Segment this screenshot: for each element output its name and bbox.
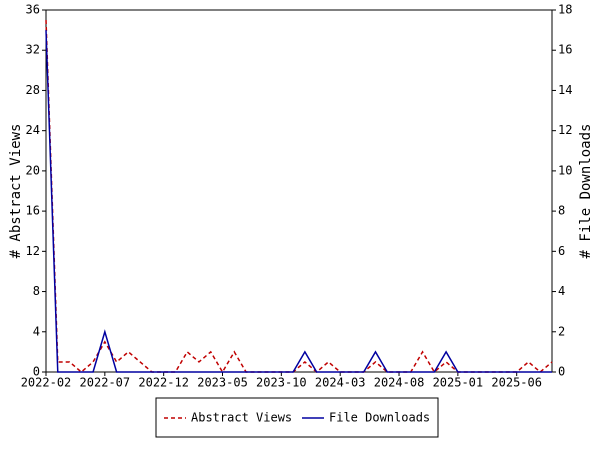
legend-box (155, 397, 439, 438)
series-line (45, 20, 553, 374)
legend-label: Abstract Views (191, 411, 292, 425)
y-tick-label: 0 (33, 365, 40, 379)
y-axis-label: # Abstract Views (8, 124, 24, 259)
y-tick-label: 16 (26, 204, 40, 218)
series-line (45, 30, 552, 373)
x-tick-label: 2024-03 (315, 376, 366, 390)
x-tick-label: 2022-07 (80, 376, 131, 390)
y-tick-label: 36 (26, 3, 40, 17)
x-tick-label: 2025-06 (491, 376, 542, 390)
y2-tick-label: 0 (558, 365, 565, 379)
y2-tick-label: 18 (558, 3, 572, 17)
y2-tick-label: 10 (558, 163, 572, 177)
x-tick-label: 2023-10 (256, 376, 307, 390)
y-tick-label: 8 (33, 284, 40, 298)
legend-label: File Downloads (329, 411, 430, 425)
x-tick-label: 2022-12 (138, 376, 189, 390)
y2-tick-label: 14 (558, 83, 572, 97)
x-tick-label: 2025-01 (433, 376, 484, 390)
x-tick-label: 2024-08 (374, 376, 425, 390)
y-tick-label: 28 (26, 83, 40, 97)
y2-tick-label: 8 (558, 204, 565, 218)
y2-axis-label: # File Downloads (578, 124, 594, 259)
y-tick-label: 20 (26, 163, 40, 177)
y-tick-label: 32 (26, 43, 40, 57)
plot-frame (45, 9, 553, 373)
y2-tick-label: 6 (558, 244, 565, 258)
y-tick-label: 4 (33, 324, 40, 338)
y-tick-label: 12 (26, 244, 40, 258)
y2-tick-label: 12 (558, 123, 572, 137)
x-tick-label: 2023-05 (197, 376, 248, 390)
y2-tick-label: 4 (558, 284, 565, 298)
y2-tick-label: 2 (558, 324, 565, 338)
y-tick-label: 24 (26, 123, 40, 137)
x-tick-label: 2022-02 (21, 376, 72, 390)
y2-tick-label: 16 (558, 43, 572, 57)
